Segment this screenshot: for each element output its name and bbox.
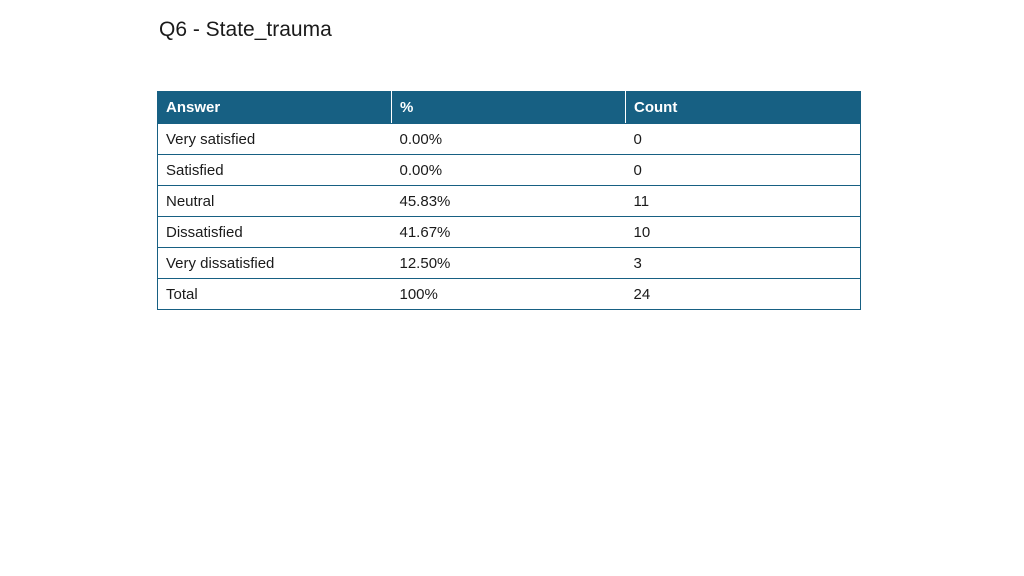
cell-percent: 0.00% bbox=[391, 123, 626, 155]
cell-percent: 12.50% bbox=[391, 247, 626, 279]
header-percent: % bbox=[391, 91, 626, 124]
cell-count: 0 bbox=[625, 154, 861, 186]
cell-answer: Very satisfied bbox=[157, 123, 392, 155]
cell-count: 10 bbox=[625, 216, 861, 248]
cell-percent: 0.00% bbox=[391, 154, 626, 186]
cell-percent: 45.83% bbox=[391, 185, 626, 217]
cell-answer: Total bbox=[157, 278, 392, 310]
results-table: Answer % Count Very satisfied 0.00% 0 Sa… bbox=[157, 91, 861, 310]
cell-percent: 100% bbox=[391, 278, 626, 310]
cell-count: 11 bbox=[625, 185, 861, 217]
page-title: Q6 - State_trauma bbox=[159, 18, 332, 41]
table-row: Dissatisfied 41.67% 10 bbox=[157, 216, 861, 248]
cell-count: 0 bbox=[625, 123, 861, 155]
table-row: Very dissatisfied 12.50% 3 bbox=[157, 247, 861, 279]
cell-answer: Neutral bbox=[157, 185, 392, 217]
cell-percent: 41.67% bbox=[391, 216, 626, 248]
header-answer: Answer bbox=[157, 91, 392, 124]
table-row: Satisfied 0.00% 0 bbox=[157, 154, 861, 186]
table-header-row: Answer % Count bbox=[157, 91, 861, 124]
header-count: Count bbox=[625, 91, 861, 124]
cell-count: 24 bbox=[625, 278, 861, 310]
cell-count: 3 bbox=[625, 247, 861, 279]
cell-answer: Very dissatisfied bbox=[157, 247, 392, 279]
table-row: Very satisfied 0.00% 0 bbox=[157, 123, 861, 155]
table-row-total: Total 100% 24 bbox=[157, 278, 861, 310]
cell-answer: Satisfied bbox=[157, 154, 392, 186]
cell-answer: Dissatisfied bbox=[157, 216, 392, 248]
table-row: Neutral 45.83% 11 bbox=[157, 185, 861, 217]
